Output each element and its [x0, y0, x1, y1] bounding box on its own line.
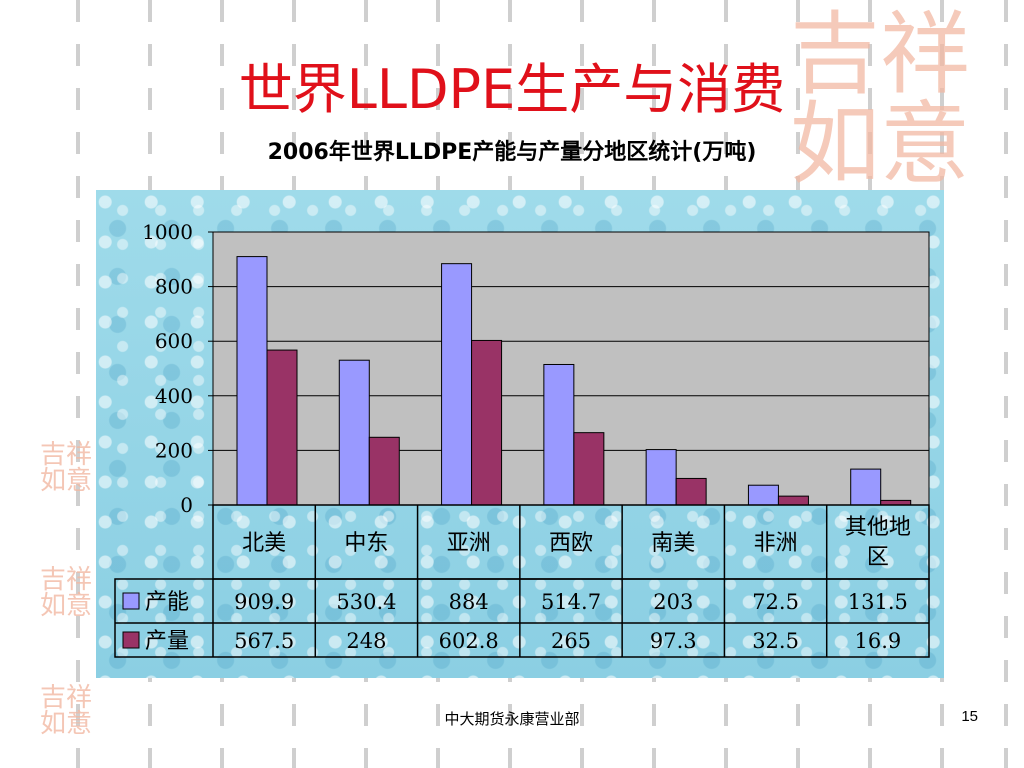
auspicious-seal-logo-small: 吉祥如意 [40, 565, 93, 621]
y-tick-label: 600 [155, 329, 193, 353]
legend-label: 产量 [145, 629, 189, 654]
table-body [114, 578, 930, 658]
bar-output [266, 349, 298, 506]
y-tick-label: 200 [155, 438, 193, 462]
x-tick-label: 北美 [242, 531, 286, 556]
y-tick-label: 800 [155, 275, 193, 299]
y-tick-label: 0 [180, 493, 193, 517]
data-label: 72.5 [752, 590, 799, 614]
bar-capacity [441, 263, 473, 506]
data-label: 602.8 [439, 629, 499, 653]
bar-output [471, 339, 503, 506]
auspicious-seal-logo-small: 吉祥如意 [40, 683, 93, 739]
data-label: 97.3 [650, 629, 697, 653]
x-tick-label: 西欧 [549, 531, 593, 556]
x-tick-label: 区 [867, 545, 889, 570]
bar-capacity [645, 449, 677, 506]
x-tick-label: 亚洲 [447, 531, 491, 556]
data-label: 909.9 [234, 590, 294, 614]
legend-key-capacity [122, 592, 140, 610]
bar-output [573, 432, 605, 506]
bar-capacity [850, 468, 882, 506]
y-tick-label: 1000 [142, 220, 193, 244]
data-label: 530.4 [336, 590, 396, 614]
data-label: 131.5 [848, 590, 908, 614]
bar-output [368, 436, 400, 506]
data-label: 514.7 [541, 590, 601, 614]
data-label: 248 [346, 629, 386, 653]
data-label: 884 [449, 590, 489, 614]
x-tick-label: 南美 [651, 531, 695, 556]
page-number: 15 [961, 708, 978, 725]
data-label: 32.5 [752, 629, 799, 653]
bar-output [777, 495, 809, 506]
auspicious-seal-logo: 吉祥如意 [790, 2, 970, 197]
decor-stripe [76, 0, 80, 768]
bar-capacity [747, 484, 779, 506]
bar-capacity [543, 363, 575, 506]
y-tick-label: 400 [155, 384, 193, 408]
x-tick-label: 其他地 [845, 515, 911, 540]
bar-capacity [338, 359, 370, 506]
data-label: 16.9 [854, 629, 901, 653]
legend-key-output [122, 631, 140, 649]
chart-panel: 0 200 400 600 800 1000 北美 中东 亚洲 西欧 南美 非洲 其他地区产能 909.9… [96, 190, 944, 678]
data-label: 265 [551, 629, 591, 653]
bar-output [675, 477, 707, 506]
bar-capacity [236, 256, 268, 506]
footer-text: 中大期货永康营业部 [444, 710, 580, 728]
legend-label: 产能 [145, 590, 189, 615]
data-label: 567.5 [234, 629, 294, 653]
x-tick-label: 非洲 [754, 531, 798, 556]
decor-stripe [1004, 0, 1008, 768]
x-tick-label: 中东 [344, 531, 388, 556]
auspicious-seal-logo-small: 吉祥如意 [40, 440, 93, 496]
chart-title: 2006年世界LLDPE产能与产量分地区统计(万吨) [267, 140, 757, 165]
data-label: 203 [653, 590, 693, 614]
slide-title: 世界LLDPE生产与消费 [238, 58, 786, 121]
